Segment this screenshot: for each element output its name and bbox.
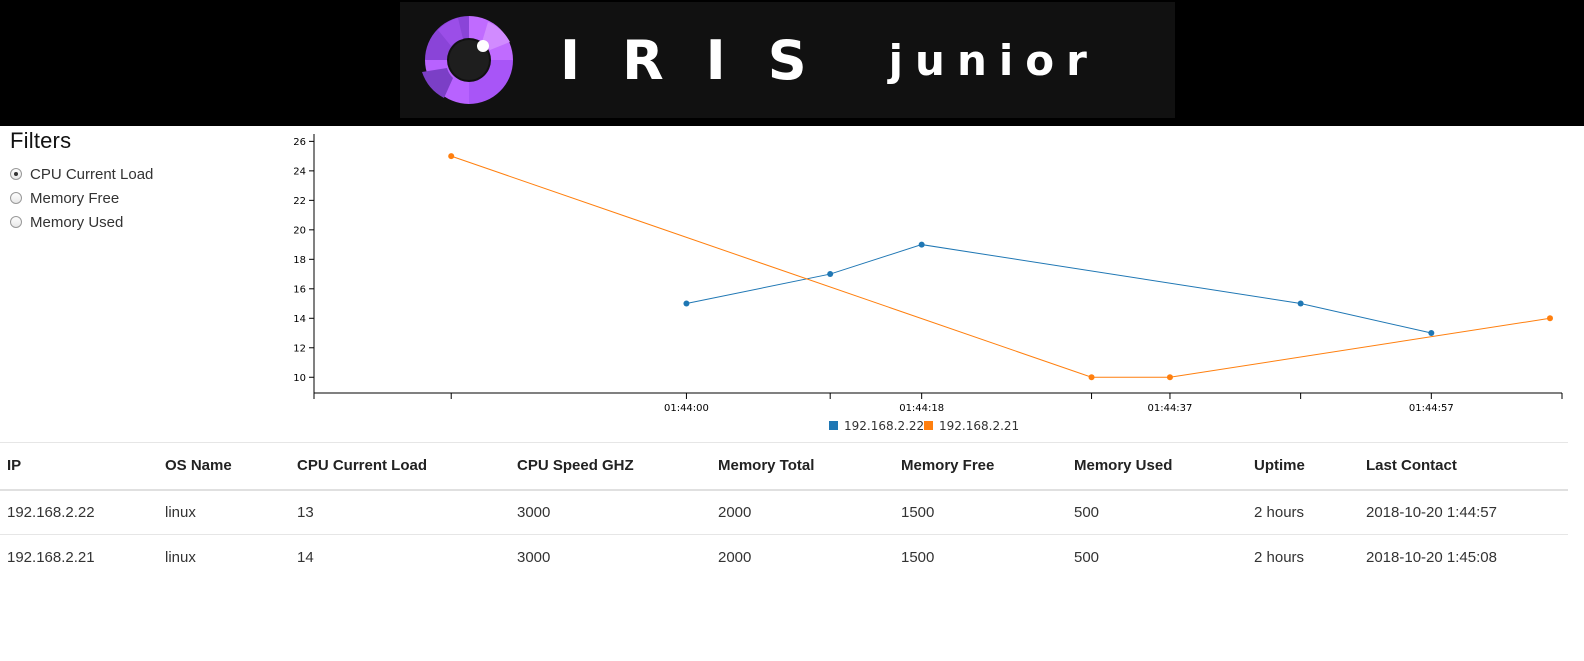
cell-ip: 192.168.2.21 bbox=[7, 548, 95, 566]
iris-eye-logo-icon bbox=[422, 16, 513, 104]
legend-swatch bbox=[829, 421, 838, 430]
column-header-memory-free[interactable]: Memory Free bbox=[894, 442, 1067, 491]
data-point bbox=[448, 153, 455, 160]
data-point bbox=[1297, 300, 1304, 307]
data-point bbox=[827, 271, 834, 278]
brand-junior-text: junior bbox=[888, 35, 1099, 85]
cell-memory-used: 500 bbox=[1067, 489, 1247, 535]
x-tick-label: 01:44:00 bbox=[664, 403, 709, 414]
app-header: IRIS junior bbox=[0, 0, 1584, 126]
y-tick-label: 14 bbox=[293, 314, 306, 325]
brand-iris-text: IRIS bbox=[560, 28, 849, 92]
y-tick-label: 22 bbox=[293, 196, 306, 207]
filters-panel: Filters CPU Current Load Memory Free Mem… bbox=[10, 128, 280, 234]
filter-option-memory-used[interactable]: Memory Used bbox=[10, 210, 280, 234]
filters-title: Filters bbox=[10, 128, 72, 153]
cpu-load-line-chart: 10 12 14 16 18 20 22 24 26 01:44:00 01:44:18 01:44:… bbox=[293, 134, 1563, 433]
column-header-last-contact[interactable]: Last Contact bbox=[1359, 442, 1568, 491]
data-point bbox=[1428, 330, 1435, 337]
column-header-ip[interactable]: IP bbox=[0, 442, 158, 491]
column-header-cpu-speed[interactable]: CPU Speed GHZ bbox=[510, 442, 711, 491]
filter-option-memory-free[interactable]: Memory Free bbox=[10, 186, 280, 210]
y-tick-label: 20 bbox=[293, 225, 306, 236]
x-tick-label: 01:44:37 bbox=[1147, 403, 1192, 414]
table-row[interactable]: 192.168.2.21 linux 14 3000 2000 1500 500… bbox=[0, 535, 1568, 580]
cell-last-contact: 2018-10-20 1:45:08 bbox=[1366, 548, 1497, 566]
x-tick-label: 01:44:18 bbox=[899, 403, 944, 414]
cell-memory-used: 500 bbox=[1074, 548, 1100, 566]
radio-memory-free[interactable] bbox=[10, 192, 22, 204]
cell-last-contact: 2018-10-20 1:44:57 bbox=[1359, 489, 1568, 535]
filter-label-memory-free: Memory Free bbox=[30, 189, 120, 207]
legend-label: 192.168.2.21 bbox=[939, 419, 1019, 433]
hosts-table-container: IP OS Name CPU Current Load CPU Speed GH… bbox=[0, 442, 1568, 580]
column-header-memory-total[interactable]: Memory Total bbox=[711, 442, 894, 491]
cell-uptime: 2 hours bbox=[1247, 489, 1359, 535]
data-point bbox=[683, 300, 690, 307]
filter-label-memory-used: Memory Used bbox=[30, 213, 124, 231]
cell-memory-free: 1500 bbox=[894, 489, 1067, 535]
brand-wordmark: IRIS junior bbox=[560, 22, 1099, 98]
filter-option-cpu-current-load[interactable]: CPU Current Load bbox=[10, 162, 280, 186]
column-header-uptime[interactable]: Uptime bbox=[1247, 442, 1359, 491]
series-line-0 bbox=[686, 244, 1432, 334]
radio-cpu-current-load[interactable] bbox=[10, 168, 22, 180]
y-tick-label: 12 bbox=[293, 343, 306, 354]
column-header-memory-used[interactable]: Memory Used bbox=[1067, 442, 1247, 491]
brand-banner: IRIS junior bbox=[400, 2, 1175, 118]
cell-memory-total: 2000 bbox=[718, 548, 752, 566]
column-header-cpu-current-load[interactable]: CPU Current Load bbox=[290, 442, 510, 491]
data-point bbox=[1166, 374, 1173, 381]
series-line-1 bbox=[451, 155, 1551, 378]
cell-memory-total: 2000 bbox=[711, 489, 894, 535]
legend-label: 192.168.2.22 bbox=[844, 419, 924, 433]
data-point bbox=[1547, 315, 1553, 322]
radio-memory-used[interactable] bbox=[10, 216, 22, 228]
cell-cpu-speed: 3000 bbox=[517, 548, 551, 566]
legend-swatch bbox=[924, 421, 933, 430]
y-tick-label: 16 bbox=[293, 284, 306, 295]
filter-label-cpu-current-load: CPU Current Load bbox=[30, 165, 154, 183]
y-tick-label: 24 bbox=[293, 166, 306, 177]
y-tick-label: 18 bbox=[293, 255, 306, 266]
cell-uptime: 2 hours bbox=[1254, 548, 1305, 566]
data-point bbox=[1088, 374, 1095, 381]
y-tick-label: 10 bbox=[293, 373, 306, 384]
table-row[interactable]: 192.168.2.22 linux 13 3000 2000 1500 500… bbox=[0, 489, 1568, 535]
x-tick-label: 01:44:57 bbox=[1409, 403, 1454, 414]
column-header-os-name[interactable]: OS Name bbox=[158, 442, 290, 491]
table-header-row: IP OS Name CPU Current Load CPU Speed GH… bbox=[0, 442, 1568, 491]
cell-ip: 192.168.2.22 bbox=[0, 489, 158, 535]
y-tick-label: 26 bbox=[293, 137, 306, 148]
cell-os-name: linux bbox=[158, 489, 290, 535]
cell-memory-free: 1500 bbox=[901, 548, 935, 566]
cell-cpu-current-load: 14 bbox=[297, 548, 314, 566]
cell-cpu-speed: 3000 bbox=[510, 489, 711, 535]
hosts-table: IP OS Name CPU Current Load CPU Speed GH… bbox=[0, 442, 1568, 580]
cell-cpu-current-load: 13 bbox=[290, 489, 510, 535]
cell-os-name: linux bbox=[165, 548, 196, 566]
data-point bbox=[918, 241, 925, 248]
